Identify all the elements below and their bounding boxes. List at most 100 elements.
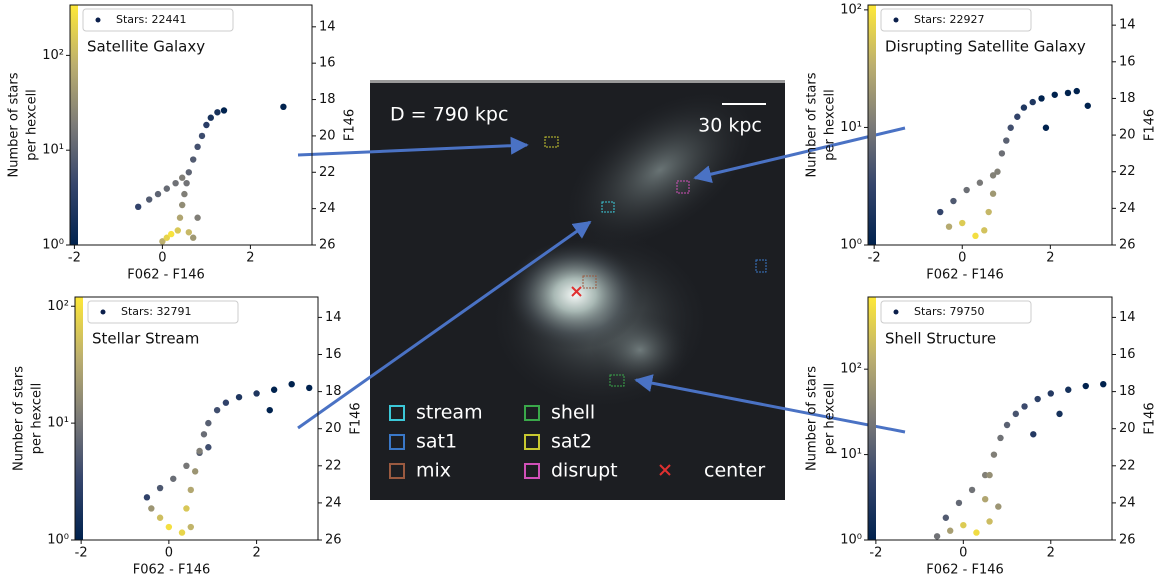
hexbin-cell [208,115,214,121]
scale-label: 30 kpc [698,115,762,137]
hexbin-cell [1003,137,1009,143]
y2-tick-label: 26 [319,238,336,253]
y2-tick-label: 26 [1119,533,1136,548]
hexbin-cell [148,505,154,511]
hexbin-cell [969,487,975,493]
x-tick-label: 2 [252,546,260,561]
y2-tick-label: 16 [1119,54,1136,69]
x-tick-label: -2 [868,251,881,266]
hexbin-cell [999,150,1005,156]
y2-tick-label: 14 [1119,310,1136,325]
colorbar-tick-label: 10¹ [42,143,64,158]
colorbar-label: per hexcell [25,89,40,161]
hexbin-cell [306,385,312,391]
y2-tick-label: 24 [325,495,342,510]
colorbar-label: Number of stars [7,72,22,177]
hexbin-cell [946,223,952,229]
hexbin-cell [194,144,200,150]
colorbar-tick-label: 10⁰ [42,238,64,253]
hexbin-cell [973,529,979,535]
hexbin-cell [937,209,943,215]
hexbin-cell [166,524,172,530]
y2-tick-label: 24 [319,201,336,216]
hexbin-cell [144,494,150,500]
x-tick-label: 0 [958,251,966,266]
y2-tick-label: 20 [325,421,342,436]
hexbin-cell [157,485,163,491]
hexbin-cell [271,387,277,393]
colorbar [868,297,876,540]
x-axis-label: F062 - F146 [926,563,1004,578]
y2-axis-label: F146 [343,109,358,141]
hexbin-cell [221,107,227,113]
distance-label: D = 790 kpc [390,104,508,126]
x-axis-label: F062 - F146 [133,563,211,578]
hexbin-cell [214,407,220,413]
x-axis-label: F062 - F146 [127,268,205,283]
y2-axis-label: F146 [1143,402,1156,434]
hexbin-cell [135,204,141,210]
y2-tick-label: 24 [1119,201,1136,216]
y2-tick-label: 24 [1119,495,1136,510]
x-tick-label: -2 [75,546,88,561]
y2-tick-label: 20 [1119,128,1136,143]
y2-tick-label: 18 [1119,91,1136,106]
legend-label: sat2 [551,431,592,453]
legend-label: disrupt [551,460,618,482]
hexbin-cell [199,133,205,139]
hexbin-cell [1038,95,1044,101]
y2-tick-label: 14 [325,310,342,325]
hexbin-cell [1021,403,1027,409]
hexbin-cell [172,180,178,186]
x-tick-label: -2 [68,251,81,266]
y2-axis-label: F146 [349,402,364,434]
hexbin-cell [157,515,163,521]
hexbin-cell [1013,411,1019,417]
hexbin-cell [1074,88,1080,94]
hexbin-cell [1014,114,1020,120]
y2-tick-label: 16 [319,56,336,71]
hexbin-cell [288,381,294,387]
x-tick-label: 0 [959,546,967,561]
hexbin-cell [956,500,962,506]
y2-tick-label: 22 [1119,164,1136,179]
hexbin-cell [168,231,174,237]
x-tick-label: 0 [158,251,166,266]
hexbin-cell [997,435,1003,441]
hexbin-cell [991,451,997,457]
hexbin-cell [179,202,185,208]
hexbin-cell [1030,99,1036,105]
colorbar-tick-label: 10⁰ [840,238,862,253]
hexbin-cell [963,187,969,193]
y2-axis-label: F146 [1143,109,1156,141]
y2-tick-label: 26 [1119,238,1136,253]
hexbin-cell [995,503,1001,509]
hexbin-cell [1085,103,1091,109]
x-tick-label: -2 [869,546,882,561]
colorbar-tick-label: 10² [47,299,69,314]
hexbin-cell [950,198,956,204]
colorbar-tick-label: 10⁰ [47,533,69,548]
hexbin-cell [986,518,992,524]
hexbin-cell [177,215,183,221]
y2-tick-label: 14 [1119,18,1136,33]
y2-tick-label: 18 [319,92,336,107]
y2-tick-label: 16 [325,347,342,362]
colorbar-tick-label: 10⁰ [840,533,862,548]
legend-marker [894,310,899,315]
legend-label: center [704,460,765,482]
legend-label: mix [416,460,451,482]
hexbin-cell [146,196,152,202]
colorbar-tick-label: 10¹ [840,120,862,135]
colorbar-label: per hexcell [823,89,838,161]
colorbar-label: Number of stars [12,366,27,471]
legend-label: Stars: 32791 [121,305,192,318]
hexbin-cell [943,515,949,521]
hexbin-cell [280,104,286,110]
hexbin-cell [934,533,940,539]
hexbin-cell [1048,390,1054,396]
y2-tick-label: 18 [1119,384,1136,399]
y2-tick-label: 16 [1119,347,1136,362]
x-axis-label: F062 - F146 [926,268,1004,283]
